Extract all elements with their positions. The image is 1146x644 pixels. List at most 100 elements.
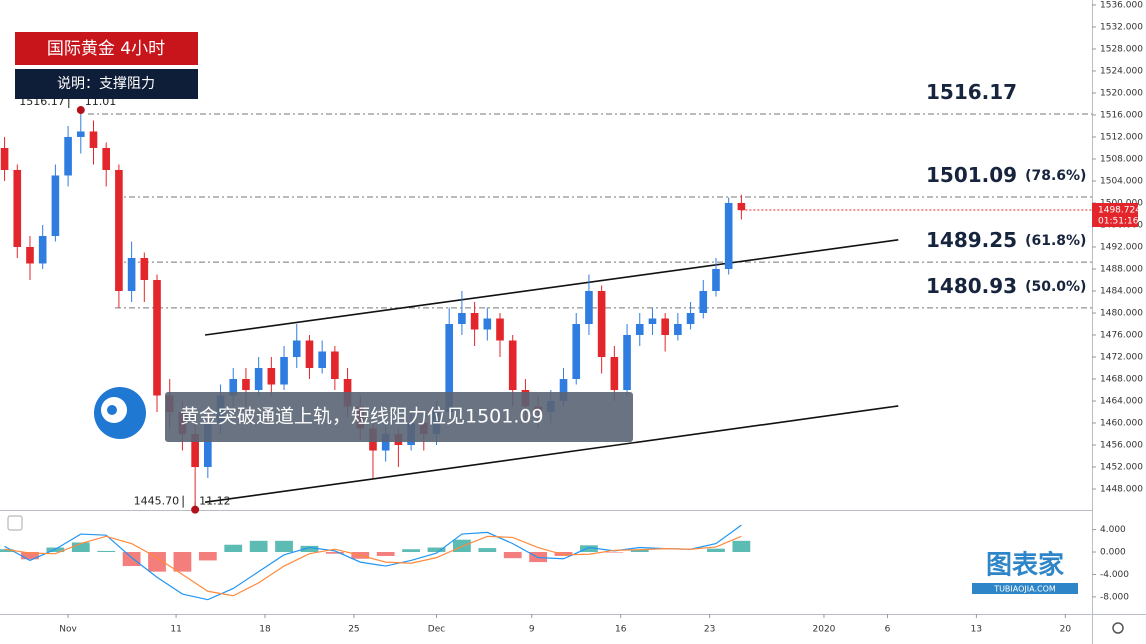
y-tick-label: 1448.000: [1100, 485, 1143, 495]
level-label: 1501.09 (78.6%): [926, 162, 1086, 186]
annotation: 黄金突破通道上轨，短线阻力位见1501.09: [180, 406, 544, 428]
candle-body: [305, 340, 314, 369]
macd-bar: [148, 552, 166, 572]
macd-bar: [198, 552, 217, 561]
candle-body: [254, 368, 263, 391]
candle-body: [153, 279, 161, 396]
candle-body: [381, 434, 390, 451]
x-tick-label: 25: [348, 625, 359, 635]
y-tick-label: 1460.000: [1100, 419, 1143, 429]
watermark-url: TUBIAOJIA.COM: [993, 585, 1056, 594]
candle-body: [661, 318, 669, 335]
candle-body: [572, 323, 581, 380]
candle-body: [470, 312, 479, 330]
candle-body: [280, 357, 288, 385]
x-tick-label: Dec: [428, 625, 445, 635]
settings-icon[interactable]: [1112, 622, 1124, 634]
y-tick-label: 1488.000: [1100, 264, 1143, 274]
x-tick-label: 20: [1060, 625, 1072, 635]
candle-body: [712, 268, 720, 291]
candle-body: [610, 357, 619, 391]
logo-eye: [107, 405, 117, 415]
candle-body: [496, 318, 504, 341]
macd-bar: [275, 540, 293, 553]
y-tick-label: 1504.000: [1100, 176, 1143, 186]
candle-body: [26, 246, 34, 264]
y-tick-label: 1492.000: [1100, 242, 1143, 252]
candle-body: [242, 379, 250, 391]
candle-body: [191, 434, 199, 468]
last-price-tag: [1092, 202, 1138, 227]
macd-bar: [732, 540, 751, 553]
last-price-countdown: 01:51:16: [1098, 216, 1139, 226]
macd-bar: [224, 544, 243, 553]
macd-y-tick-label: -8.000: [1100, 592, 1129, 602]
candle-body: [508, 340, 517, 391]
candle-body: [445, 323, 454, 413]
y-tick-label: 1456.000: [1100, 441, 1143, 451]
candle-body: [267, 368, 276, 385]
y-tick-label: 1516.000: [1100, 110, 1143, 120]
subtitle-box: [15, 69, 198, 99]
candle-body: [737, 202, 746, 211]
macd-bar: [503, 552, 522, 559]
y-tick-label: 1524.000: [1100, 66, 1143, 76]
channel-line: [204, 405, 899, 504]
chart-title: 国际黄金 4小时: [47, 39, 165, 59]
macd-bar: [122, 552, 141, 567]
candle-body: [686, 312, 695, 324]
y-tick-label: 1520.000: [1100, 88, 1143, 98]
level-ratio: (61.8%): [1025, 233, 1086, 249]
candle-body: [127, 257, 136, 291]
macd-bar: [376, 552, 395, 556]
macd-toggle[interactable]: [7, 515, 23, 531]
extreme-date: 11.12: [199, 495, 231, 508]
y-tick-label: 1464.000: [1100, 397, 1143, 407]
candle-body: [13, 169, 22, 247]
macd-bar: [173, 552, 192, 572]
annotation-box: [165, 392, 633, 442]
candle-body: [585, 290, 593, 324]
extreme-value: 1445.70: [134, 495, 180, 508]
candle-body: [76, 131, 85, 137]
level-value: 1516.17: [926, 80, 1017, 104]
macd-bar: [554, 552, 573, 556]
candle-body: [204, 423, 212, 468]
macd-bar: [402, 549, 420, 553]
channel-line: [204, 239, 899, 336]
macd-bar: [580, 545, 598, 553]
candle-body: [89, 131, 98, 148]
watermark-name: 图表家: [986, 550, 1064, 581]
macd-bar: [0, 549, 14, 553]
macd-bar: [605, 552, 624, 553]
macd-bar: [478, 548, 497, 553]
title-box: [15, 32, 198, 65]
x-tick-label: 18: [259, 625, 271, 635]
candle-body: [635, 323, 644, 335]
y-tick-label: 1512.000: [1100, 132, 1143, 142]
macd-bar: [707, 548, 725, 553]
macd-y-tick-label: 4.000: [1100, 525, 1126, 535]
macd-y-tick-label: 0.000: [1100, 548, 1126, 558]
y-tick-label: 1472.000: [1100, 353, 1143, 363]
macd-bar: [325, 552, 344, 554]
macd-signal: [4, 535, 742, 597]
x-tick-label: 6: [885, 625, 891, 635]
x-tick-label: 11: [170, 625, 181, 635]
macd-bar: [249, 540, 268, 553]
level-value: 1480.93: [926, 273, 1017, 297]
y-tick-label: 1480.000: [1100, 308, 1143, 318]
candle-body: [51, 175, 60, 236]
y-tick-label: 1484.000: [1100, 286, 1143, 296]
y-tick-label: 1476.000: [1100, 330, 1143, 340]
x-tick-label: 2020: [813, 625, 836, 635]
level-ratio: (50.0%): [1025, 279, 1086, 295]
candle-body: [724, 202, 733, 269]
candle-body: [102, 147, 111, 170]
candle-body: [140, 257, 149, 280]
candle-body: [648, 318, 657, 324]
candle-body: [699, 290, 708, 313]
level-value: 1501.09: [926, 162, 1017, 186]
